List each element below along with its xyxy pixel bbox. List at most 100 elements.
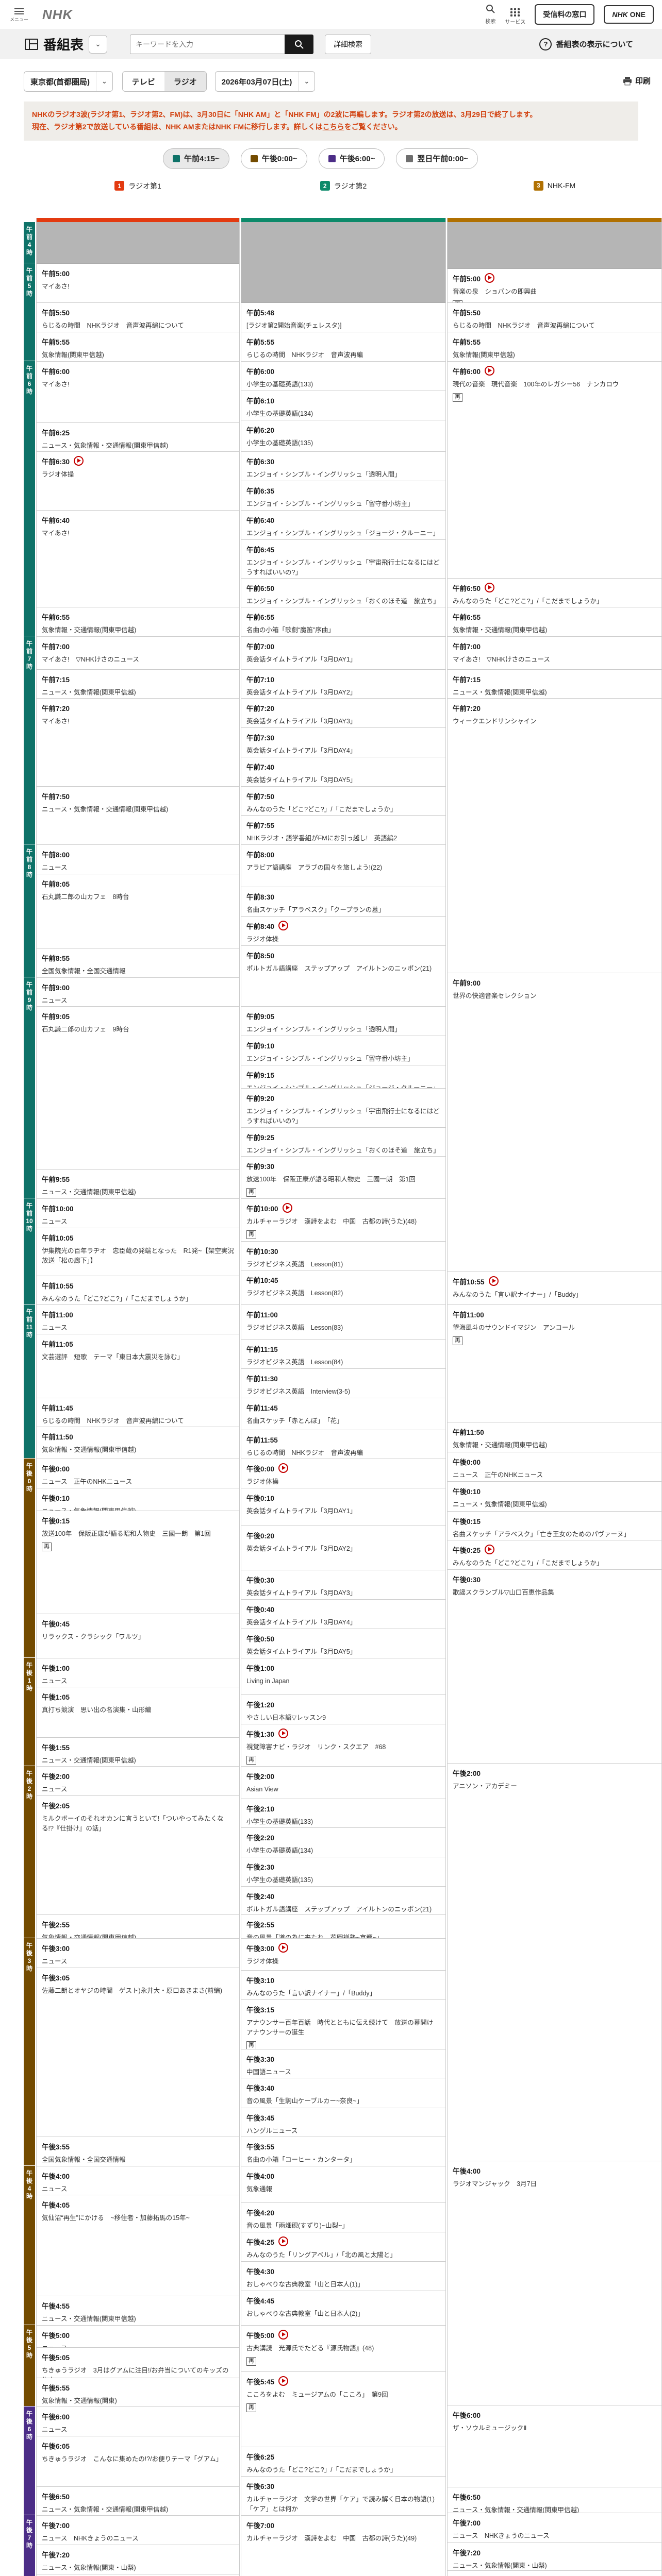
time-nav-button[interactable]: 午前4:15~ [163, 148, 229, 169]
program-cell[interactable]: 午前8:50 ポルトガル語講座 ステップアップ アイルトンのニッポン(21) [241, 945, 445, 1007]
program-cell[interactable]: 午前8:00 アラビア語講座 アラブの国々を旅しよう!(22) [241, 844, 445, 887]
nhk-one-button[interactable]: NHK ONE [604, 5, 654, 24]
program-cell[interactable]: 午後0:45 リラックス・クラシック「ワルツ」 [37, 1614, 239, 1658]
program-cell[interactable]: 午前7:50 ニュース・気象情報・交通情報(関東甲信越) [37, 786, 239, 845]
program-cell[interactable]: 午後0:20 英会話タイムトライアル「3月DAY2」 [241, 1526, 445, 1570]
program-cell[interactable]: 午後7:00 ニュース NHKきょうのニュース [448, 2513, 661, 2543]
program-cell[interactable]: 午後1:55 ニュース・交通情報(関東甲信越) [37, 1737, 239, 1767]
program-cell[interactable]: 午後0:00 ニュース 正午のNHKニュース [37, 1459, 239, 1488]
keyword-search-button[interactable] [285, 34, 314, 54]
program-cell[interactable]: 午前10:30 ラジオビジネス英語 Lesson(81) [241, 1241, 445, 1270]
program-cell[interactable]: 午後3:45 ハングルニュース [241, 2108, 445, 2137]
program-cell[interactable]: 午後1:05 真打ち競演 思い出の名演集・山形編 [37, 1687, 239, 1738]
program-cell[interactable]: 午前7:20 マイあさ! [37, 698, 239, 787]
program-cell[interactable]: 午前7:10 英会話タイムトライアル「3月DAY2」 [241, 669, 445, 699]
program-cell[interactable]: 午後1:30 視覚障害ナビ・ラジオ リンク・スクエア #68 再 [241, 1724, 445, 1767]
program-cell[interactable]: 午前9:15 エンジョイ・シンプル・イングリッシュ「ジョージ・クルーニー」 [241, 1065, 445, 1089]
program-cell[interactable]: 午後4:00 気象通報 [241, 2166, 445, 2203]
program-cell[interactable]: 午前11:45 名曲スケッチ「赤とんぼ」 「花」 [241, 1398, 445, 1430]
program-cell[interactable]: 午前6:25 ニュース・気象情報・交通情報(関東甲信越) [37, 422, 239, 452]
program-cell[interactable]: 午前6:50 みんなのうた「どこ?どこ?」/「こだまでしょうか」 [448, 578, 661, 607]
program-cell[interactable]: 午後3:00 ニュース [37, 1938, 239, 1968]
play-icon[interactable] [278, 1728, 289, 1738]
program-cell[interactable]: 午後1:00 ニュース [37, 1658, 239, 1687]
program-cell[interactable]: 午前5:50 らじるの時間 NHKラジオ 音声波再編について [37, 302, 239, 332]
program-cell[interactable]: 午後0:15 名曲スケッチ「アラベスク」「亡き王女のためのパヴァーヌ」 [448, 1511, 661, 1540]
program-cell[interactable]: 午前10:55 みんなのうた「どこ?どこ?」/「こだまでしょうか」 [37, 1276, 239, 1305]
play-icon[interactable] [485, 582, 495, 592]
program-cell[interactable]: 午後0:30 英会話タイムトライアル「3月DAY3」 [241, 1570, 445, 1600]
program-cell[interactable]: 午後5:55 気象情報・交通情報(関東) [37, 2378, 239, 2407]
program-cell[interactable]: 午後7:25上方演芸会 [37, 2574, 239, 2576]
program-cell[interactable]: 午前9:30 放送100年 保阪正康が語る昭和人物史 三國一朗 第1回再 [241, 1156, 445, 1199]
program-cell[interactable]: 午後0:25 みんなのうた「どこ?どこ?」/「こだまでしょうか」 [448, 1540, 661, 1570]
program-cell[interactable]: 午後6:50 ニュース・気象情報・交通情報(関東甲信越) [448, 2487, 661, 2513]
nhk-logo[interactable]: NHK [42, 6, 73, 22]
program-cell[interactable]: 午前10:05 伊集院光の百年ラヂオ 忠臣蔵の発端となった R1発~【架空実況放送… [37, 1228, 239, 1276]
program-cell[interactable]: 午後6:05 ちきゅうラジオ こんなに集めたの!?/お便りテーマ「グアム」 [37, 2436, 239, 2487]
region-select[interactable]: 東京都(首都圏局) ⌄ [24, 71, 113, 92]
program-cell[interactable]: 午後3:40 音の風景「生駒山ケーブルカー~奈良~」 [241, 2078, 445, 2108]
play-icon[interactable] [488, 1276, 499, 1286]
program-cell[interactable]: 午後5:00 ニュース [37, 2325, 239, 2348]
program-cell[interactable]: 午後2:00 Asian View [241, 1766, 445, 1799]
program-cell[interactable]: 午前10:45 ラジオビジネス英語 Lesson(82) [241, 1270, 445, 1305]
program-cell[interactable]: 午前7:55 NHKラジオ・語学番組がFMにお引っ越し! 英語編2 [241, 815, 445, 845]
program-cell[interactable]: 午後0:10 ニュース・気象情報(関東甲信越) [37, 1488, 239, 1511]
program-cell[interactable]: 午前9:05 エンジョイ・シンプル・イングリッシュ「透明人間」 [241, 1006, 445, 1036]
program-cell[interactable]: 午前6:45 エンジョイ・シンプル・イングリッシュ「宇宙飛行士になるにはどうすれば… [241, 539, 445, 579]
program-cell[interactable]: 午前5:00 音楽の泉 ショパンの即興曲再 [448, 268, 661, 303]
program-cell[interactable]: 午前6:35 エンジョイ・シンプル・イングリッシュ「留守番小坊主」 [241, 481, 445, 511]
program-cell[interactable]: 午前7:00 マイあさ! ▽NHKけさのニュース [448, 636, 661, 670]
program-cell[interactable]: 午後6:00 ザ・ソウルミュージックⅡ [448, 2405, 661, 2487]
play-icon[interactable] [278, 1463, 289, 1473]
program-cell[interactable]: 午後3:55 名曲の小箱「コーヒー・カンタータ」 [241, 2137, 445, 2166]
play-icon[interactable] [278, 2236, 289, 2246]
program-cell[interactable]: 午前9:20 エンジョイ・シンプル・イングリッシュ「宇宙飛行士になるにはどうすれば… [241, 1088, 445, 1128]
program-cell[interactable]: 午前6:30 ラジオ体操 [37, 451, 239, 511]
program-cell[interactable]: 午前8:55 全国気象情報・全国交通情報 [37, 948, 239, 978]
play-icon[interactable] [278, 2329, 289, 2340]
program-cell[interactable]: 午前7:40 英会話タイムトライアル「3月DAY5」 [241, 757, 445, 787]
program-cell[interactable]: 午前5:50 らじるの時間 NHKラジオ 音声波再編について [448, 302, 661, 332]
program-cell[interactable]: 午前10:00 カルチャーラジオ 漢詩をよむ 中国 古都の詩(うた)(48) 再 [241, 1198, 445, 1242]
program-cell[interactable]: 午後3:05 佐藤二朗とオヤジの時間 ゲスト)永井大・原口あきまさ(前編) [37, 1968, 239, 2137]
advanced-search-button[interactable]: 詳細検索 [325, 34, 372, 54]
program-cell[interactable]: 午後3:30 中国語ニュース [241, 2049, 445, 2078]
program-cell[interactable]: 午前6:55 気象情報・交通情報(関東甲信越) [37, 607, 239, 637]
program-cell[interactable]: 午後2:55 音の風景「道の為に来たれ 花園禅塾~京都~」 [241, 1914, 445, 1939]
program-cell[interactable]: 午前6:00 現代の音楽 現代音楽 100年のレガシー56 ナンカロウ再 [448, 361, 661, 579]
program-cell[interactable]: 午前5:55 らじるの時間 NHKラジオ 音声波再編 [241, 332, 445, 362]
program-cell[interactable]: 午後4:30 おしゃべりな古典教室「山と日本人(1)」 [241, 2261, 445, 2291]
program-cell[interactable]: 午後4:45 おしゃべりな古典教室「山と日本人(2)」 [241, 2291, 445, 2326]
program-cell[interactable]: 午前5:55 気象情報(関東甲信越) [37, 332, 239, 362]
program-cell[interactable]: 午後7:00 カルチャーラジオ 漢詩をよむ 中国 古都の詩(うた)(49) [241, 2515, 445, 2576]
program-cell[interactable]: 午後4:00 ニュース [37, 2166, 239, 2195]
play-icon[interactable] [485, 273, 495, 283]
program-cell[interactable]: 午前9:00 ニュース [37, 977, 239, 1007]
program-cell[interactable]: 午前8:30 名曲スケッチ「アラベスク」「クープランの墓」 [241, 887, 445, 917]
program-cell[interactable]: 午後0:10 ニュース・気象情報(関東甲信越) [448, 1481, 661, 1512]
tab-radio[interactable]: ラジオ [164, 72, 206, 91]
time-nav-button[interactable]: 午後6:00~ [318, 148, 385, 169]
program-cell[interactable]: 午後0:30 歌謡スクランブル▽山口百恵作品集 [448, 1569, 661, 1764]
program-cell[interactable]: 午後3:10 みんなのうた「言い訳ナイナー」/「Buddy」 [241, 1970, 445, 2000]
program-cell[interactable]: 午後2:10 小学生の基礎英語(133) [241, 1799, 445, 1828]
play-icon[interactable] [278, 2376, 289, 2386]
program-cell[interactable]: 午後2:05 ミルクボーイのそれオカンに言うといて!「ついやってみたくなる!?『仕… [37, 1795, 239, 1915]
program-cell[interactable]: 午前6:40 マイあさ! [37, 510, 239, 607]
program-cell[interactable]: 午後1:00 Living in Japan [241, 1658, 445, 1695]
program-cell[interactable]: 午後1:20 やさしい日本語▽レッスン9 [241, 1694, 445, 1724]
program-cell[interactable]: 午前7:00 マイあさ! ▽NHKけさのニュース [37, 636, 239, 670]
date-select[interactable]: 2026年03月07日(土) ⌄ [214, 71, 316, 92]
program-cell[interactable]: 午前11:50 気象情報・交通情報(関東甲信越) [37, 1427, 239, 1459]
program-cell[interactable]: 午前11:55 らじるの時間 NHKラジオ 音声波再編 [241, 1430, 445, 1459]
play-icon[interactable] [74, 455, 84, 466]
program-cell[interactable]: 午後7:25クラシックの迷宮 [448, 2570, 661, 2576]
program-cell[interactable]: 午後4:20 音の風景「雨畑硯(すずり)~山梨~」 [241, 2202, 445, 2232]
program-cell[interactable]: 午後0:50 英会話タイムトライアル「3月DAY5」 [241, 1629, 445, 1658]
guide-dropdown-button[interactable]: ⌄ [89, 35, 108, 54]
program-cell[interactable]: 午後5:05 ちきゅうラジオ 3月はグアムに注目!/お弁当についてのキッズの作文 [37, 2347, 239, 2378]
services-button[interactable]: サービス [505, 4, 525, 25]
play-icon[interactable] [278, 920, 289, 930]
